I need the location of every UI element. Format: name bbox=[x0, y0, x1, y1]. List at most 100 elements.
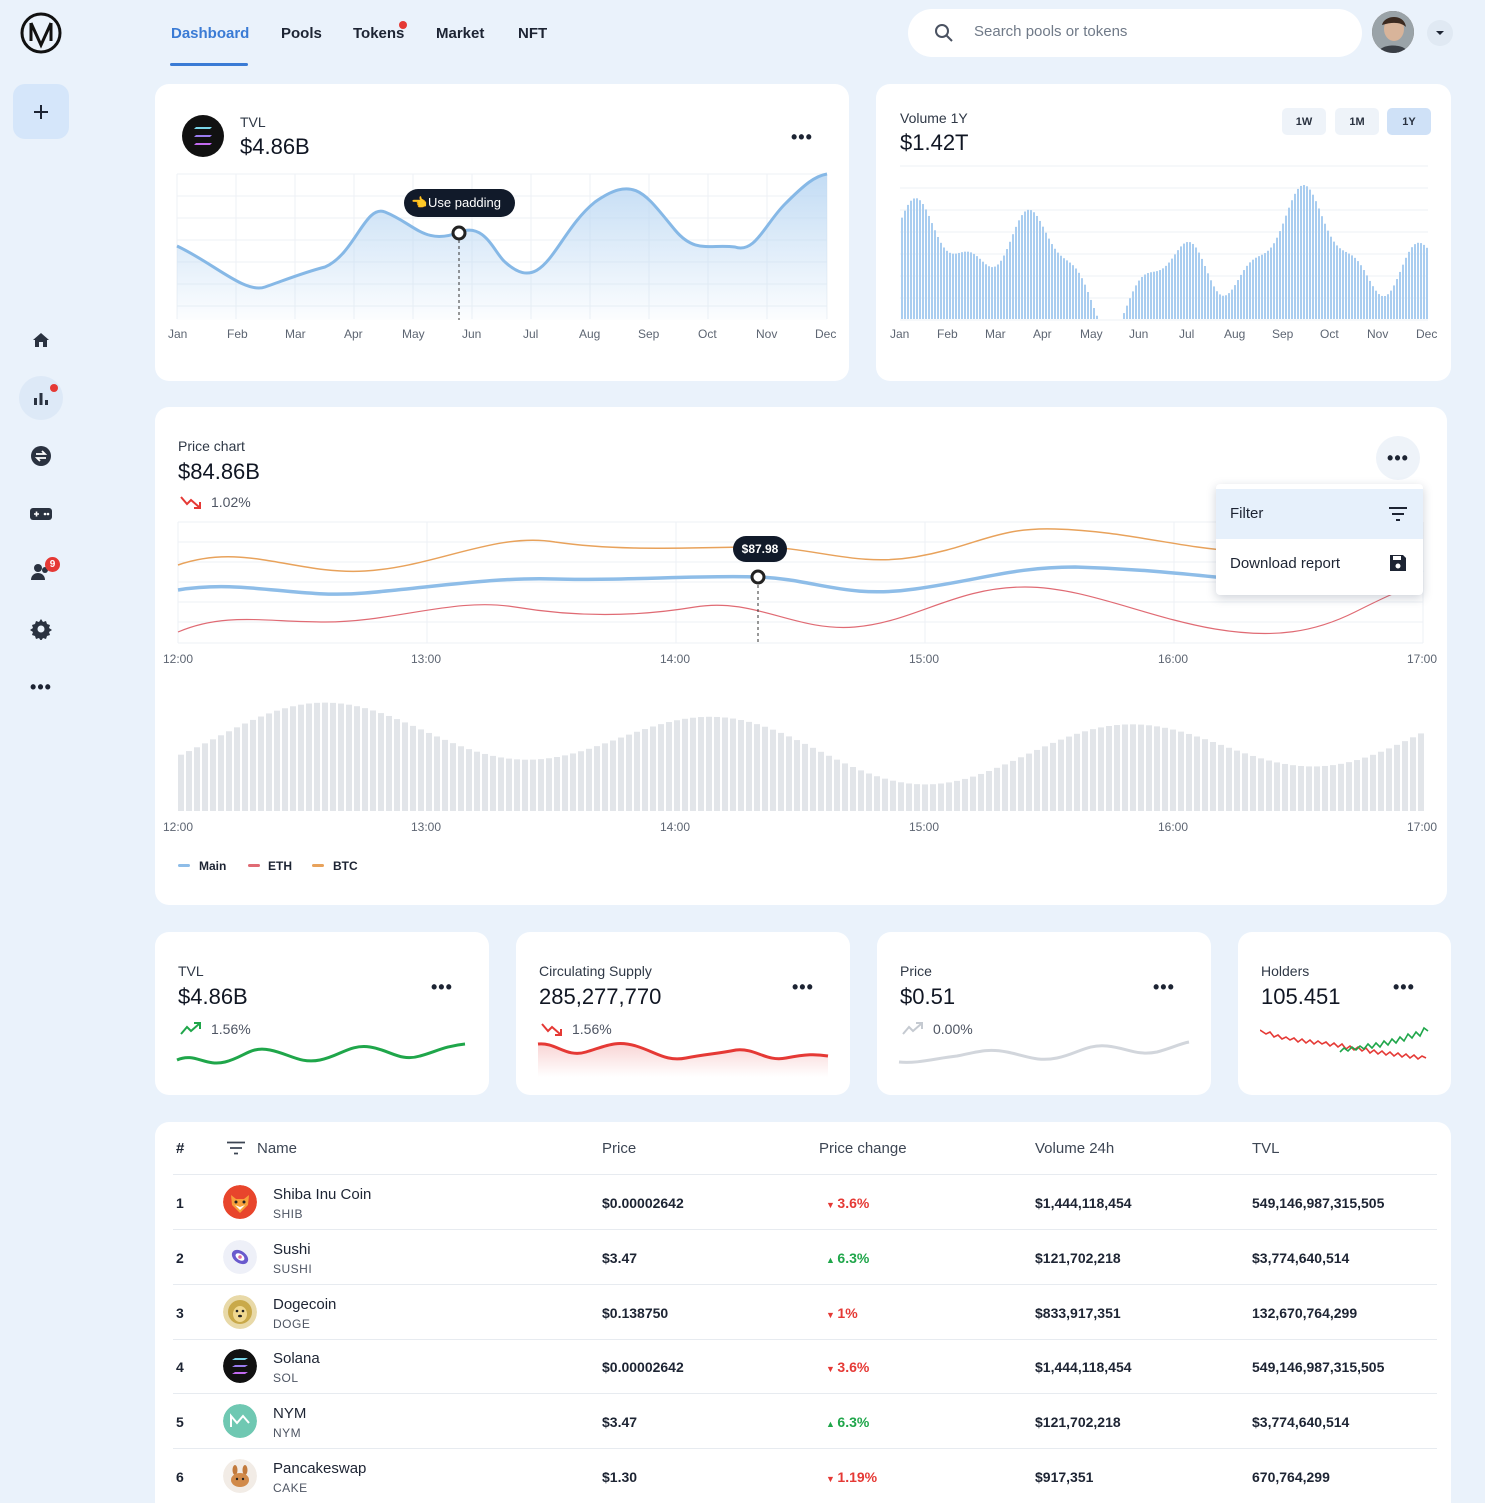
volume-bar bbox=[890, 780, 896, 811]
more-icon[interactable]: ••• bbox=[1393, 977, 1415, 997]
tab-tokens[interactable]: Tokens bbox=[353, 21, 407, 42]
col-header-tvl[interactable]: TVL bbox=[1252, 1140, 1280, 1157]
sidebar-settings[interactable] bbox=[19, 607, 63, 651]
x-tick: Feb bbox=[227, 327, 248, 341]
x-tick: 14:00 bbox=[660, 820, 691, 834]
token-name[interactable]: Pancakeswap bbox=[273, 1460, 367, 1477]
volume-bar bbox=[1138, 724, 1144, 811]
volume-bar bbox=[866, 773, 872, 811]
volume-bar bbox=[1130, 724, 1136, 811]
menu-item-filter[interactable]: Filter bbox=[1216, 489, 1423, 539]
volume-bar bbox=[1414, 244, 1416, 319]
app-logo[interactable] bbox=[20, 12, 62, 54]
tab-pools[interactable]: Pools bbox=[281, 25, 322, 42]
volume-bar bbox=[1186, 733, 1192, 811]
volume-bar bbox=[1246, 265, 1248, 319]
volume-bar bbox=[610, 740, 616, 811]
sidebar-users[interactable]: 9 bbox=[19, 550, 63, 594]
sidebar-analytics[interactable] bbox=[19, 376, 63, 420]
stat-value: 105.451 bbox=[1261, 984, 1341, 1009]
volume-bar bbox=[1327, 230, 1329, 319]
volume-bar bbox=[1082, 731, 1088, 811]
price-chart-more-button[interactable]: ••• bbox=[1376, 436, 1420, 480]
volume-bar bbox=[1207, 273, 1209, 319]
tab-dashboard[interactable]: Dashboard bbox=[171, 25, 250, 42]
more-icon[interactable]: ••• bbox=[791, 127, 813, 147]
tab-market[interactable]: Market bbox=[436, 25, 485, 42]
price-chart-label: Price chart bbox=[178, 438, 245, 454]
col-header-price-change[interactable]: Price change bbox=[819, 1140, 907, 1157]
volume-chart-card: Volume 1Y $1.42T 1W 1M 1Y Jan Feb Mar Ap… bbox=[876, 84, 1451, 381]
tab-nft[interactable]: NFT bbox=[518, 25, 548, 42]
timeframe-1m-button[interactable]: 1M bbox=[1335, 108, 1379, 135]
volume-bar bbox=[1129, 298, 1131, 319]
sidebar-more[interactable]: ••• bbox=[19, 665, 63, 709]
account-menu-button[interactable] bbox=[1427, 20, 1453, 46]
stat-label: Circulating Supply bbox=[539, 963, 652, 979]
col-header-name[interactable]: Name bbox=[257, 1140, 298, 1157]
stat-sparkline bbox=[176, 1042, 466, 1065]
volume-bar bbox=[1178, 731, 1184, 811]
volume-bar bbox=[330, 702, 336, 811]
volume-bar bbox=[1378, 294, 1380, 319]
token-tvl: $3,774,640,514 bbox=[1252, 1414, 1350, 1430]
col-header-price[interactable]: Price bbox=[602, 1140, 637, 1157]
volume-bar bbox=[1354, 760, 1360, 811]
x-tick: Apr bbox=[1033, 327, 1052, 341]
avatar[interactable] bbox=[1372, 11, 1414, 53]
volume-bar bbox=[1069, 262, 1071, 319]
volume-bar bbox=[490, 755, 496, 811]
timeframe-1y-button[interactable]: 1Y bbox=[1387, 108, 1431, 135]
timeframe-1w-button[interactable]: 1W bbox=[1282, 108, 1326, 135]
volume-bar bbox=[1390, 290, 1392, 319]
token-volume: $121,702,218 bbox=[1035, 1414, 1121, 1430]
stat-sparkline bbox=[1260, 1026, 1429, 1061]
token-name[interactable]: NYM bbox=[273, 1405, 307, 1422]
token-name[interactable]: Solana bbox=[273, 1350, 320, 1367]
volume-bar bbox=[378, 713, 384, 811]
volume-bar bbox=[1210, 741, 1216, 811]
volume-bar bbox=[1234, 750, 1240, 811]
volume-bar bbox=[282, 708, 288, 811]
volume-bar bbox=[964, 251, 966, 319]
volume-bar bbox=[338, 703, 344, 811]
volume-bar bbox=[1330, 765, 1336, 811]
token-tvl: 132,670,764,299 bbox=[1252, 1305, 1358, 1321]
volume-bar bbox=[916, 198, 918, 319]
token-name[interactable]: Shiba Inu Coin bbox=[273, 1186, 372, 1203]
volume-bar bbox=[1141, 276, 1143, 319]
x-tick: Jul bbox=[1179, 327, 1195, 341]
stat-sparkline bbox=[898, 1040, 1190, 1064]
volume-bar bbox=[934, 230, 936, 319]
volume-bar bbox=[698, 717, 704, 811]
volume-bar bbox=[967, 251, 969, 319]
more-icon[interactable]: ••• bbox=[792, 977, 814, 997]
token-tvl: 549,146,987,315,505 bbox=[1252, 1359, 1385, 1375]
caret-up-icon: ▲ bbox=[826, 1419, 838, 1429]
tvl-value: $4.86B bbox=[240, 134, 310, 159]
menu-item-download[interactable]: Download report bbox=[1216, 539, 1423, 589]
more-icon[interactable]: ••• bbox=[1153, 977, 1175, 997]
volume-bar bbox=[1386, 748, 1392, 811]
add-button[interactable] bbox=[13, 84, 69, 139]
volume-bar bbox=[1417, 242, 1419, 319]
token-name[interactable]: Sushi bbox=[273, 1241, 311, 1258]
sidebar-games[interactable] bbox=[19, 492, 63, 536]
search-input[interactable] bbox=[974, 23, 1334, 40]
volume-bar bbox=[1096, 315, 1098, 319]
sidebar-swap[interactable] bbox=[19, 434, 63, 478]
col-header-volume[interactable]: Volume 24h bbox=[1035, 1140, 1115, 1157]
x-tick: 15:00 bbox=[909, 652, 940, 666]
filter-icon[interactable] bbox=[226, 1141, 246, 1155]
volume-bar bbox=[1036, 215, 1038, 319]
sidebar-home[interactable] bbox=[19, 318, 63, 362]
volume-bar bbox=[1318, 208, 1320, 319]
x-tick: Feb bbox=[937, 327, 958, 341]
volume-bar bbox=[1314, 766, 1320, 811]
search-bar[interactable] bbox=[908, 9, 1362, 57]
volume-bar bbox=[1210, 280, 1212, 319]
volume-bar bbox=[498, 757, 504, 811]
volume-bar bbox=[1183, 243, 1185, 319]
token-name[interactable]: Dogecoin bbox=[273, 1296, 337, 1313]
more-icon[interactable]: ••• bbox=[431, 977, 453, 997]
